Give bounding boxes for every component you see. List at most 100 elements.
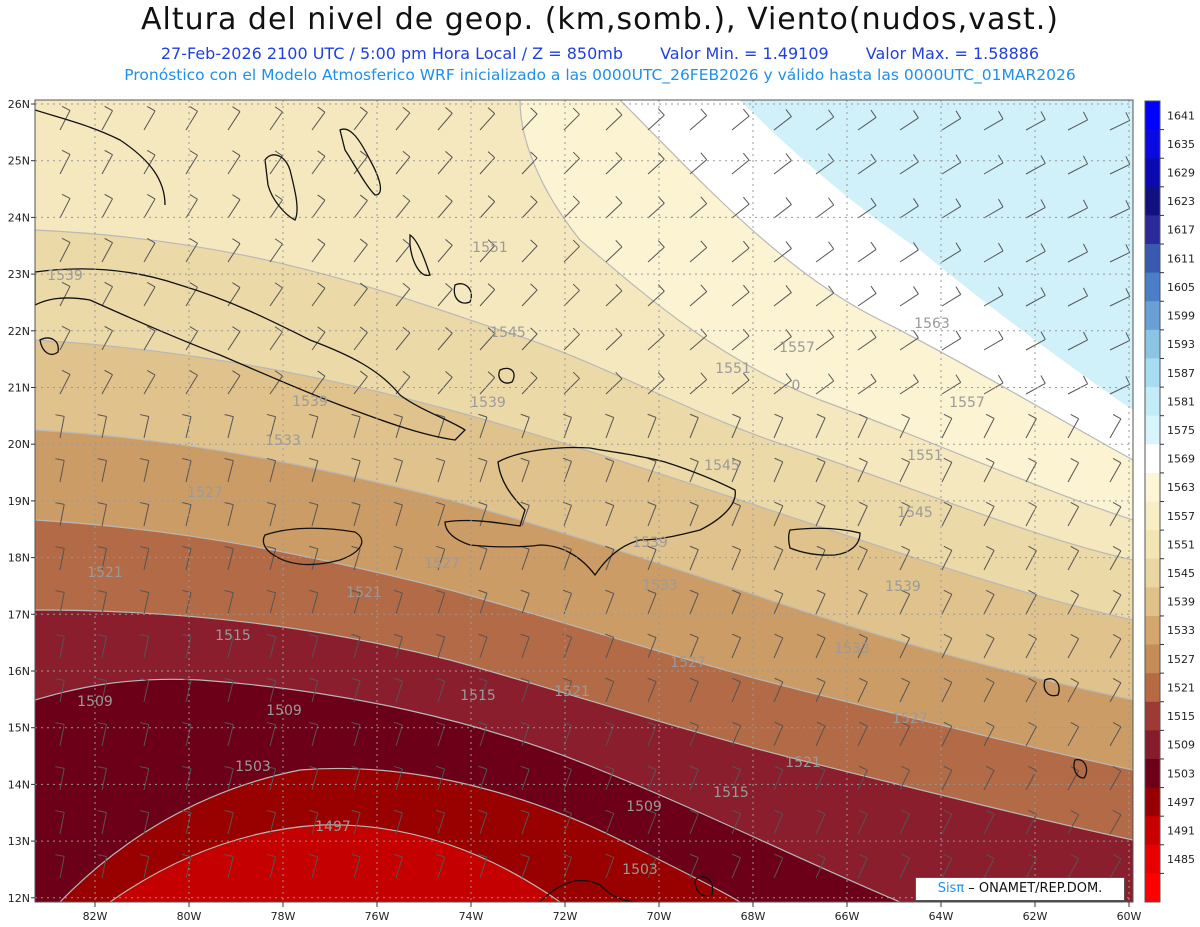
wind-barb	[857, 293, 877, 307]
wind-barb	[941, 338, 961, 351]
wind-barb	[437, 112, 453, 131]
wind-barb	[647, 769, 657, 791]
wind-barb	[269, 768, 277, 791]
wind-barb-flag	[55, 458, 65, 461]
wind-barb-flag	[232, 326, 241, 332]
wind-barb-flag	[700, 372, 708, 380]
bahamas-long	[409, 233, 431, 276]
wind-barb-flag	[478, 501, 488, 506]
wind-barb	[689, 417, 699, 439]
wind-barb	[269, 504, 277, 527]
colorbar-swatch	[1145, 730, 1160, 760]
wind-barb	[689, 681, 699, 703]
wind-barb-flag	[182, 854, 192, 858]
wind-barb	[143, 636, 150, 659]
wind-barb-flag	[359, 150, 368, 157]
wind-barb	[815, 380, 835, 395]
wind-barb	[983, 506, 995, 527]
wind-barb	[773, 461, 784, 483]
wind-barb	[773, 248, 792, 263]
wind-barb	[227, 548, 234, 571]
wind-barb	[1109, 383, 1131, 395]
wind-barb-flag	[816, 633, 826, 639]
wind-barb-flag	[943, 677, 953, 683]
wind-barb-flag	[55, 766, 65, 769]
wind-barb-flag	[309, 677, 319, 682]
wind-barb-flag	[562, 501, 572, 506]
wind-barb	[689, 159, 708, 175]
wind-barb-flag	[943, 633, 953, 639]
wind-barb	[395, 200, 411, 219]
wind-barb	[983, 594, 995, 615]
longitude-axis: 82W 80W 78W 76W 74W 72W 70W 68W 66W 64W 62W 60W	[83, 902, 1142, 923]
wind-barb-flag	[943, 501, 953, 507]
wind-barb-flag	[224, 501, 234, 506]
wind-barb	[731, 593, 742, 615]
colorbar-swatch	[1145, 272, 1160, 302]
wind-barb	[647, 725, 657, 747]
wind-barb-flag	[393, 457, 403, 462]
wind-barb	[185, 374, 198, 395]
contour-label: 1503	[235, 759, 271, 775]
wind-barb-flag	[435, 809, 445, 814]
wind-barb	[1109, 462, 1122, 483]
wind-barb-flag	[189, 238, 198, 244]
wind-barb-flag	[104, 193, 113, 200]
colorbar-swatch	[1145, 501, 1160, 531]
wind-barb-flag	[478, 809, 488, 814]
wind-barb	[311, 375, 326, 395]
wind-barb	[479, 377, 496, 395]
wind-barb-flag	[572, 151, 580, 159]
wind-barb	[857, 117, 877, 131]
wind-barb	[59, 812, 65, 835]
colorbar-swatch	[1145, 844, 1160, 874]
wind-barb-flag	[530, 151, 538, 159]
wind-barb-flag	[232, 150, 241, 156]
wind-barb-flag	[1112, 721, 1122, 728]
lesser-antilles-martinique	[1073, 758, 1088, 779]
wind-barb	[689, 857, 699, 879]
wind-barb-flag	[478, 633, 488, 638]
wind-barb	[899, 725, 911, 747]
wind-barb	[395, 592, 403, 615]
wind-barb	[563, 114, 580, 131]
wind-barb-flag	[816, 413, 826, 419]
wind-barb	[521, 245, 538, 263]
wind-barb	[437, 244, 453, 263]
wind-barb-flag	[955, 242, 962, 251]
wind-barb	[353, 856, 361, 879]
wind-barb	[857, 593, 868, 615]
wind-barb-flag	[520, 677, 530, 682]
wind-barb-flag	[97, 766, 107, 769]
wind-barb	[353, 376, 368, 395]
wind-barb	[1109, 339, 1131, 351]
wind-barb-flag	[393, 677, 403, 682]
wind-barb	[563, 290, 580, 307]
colorbar-label: 1623	[1167, 195, 1195, 208]
wind-barb-flag	[1112, 413, 1122, 420]
wind-barb-flag	[816, 765, 826, 771]
wind-barb	[311, 199, 326, 219]
wind-barb	[353, 244, 368, 263]
wind-barb-flag	[901, 545, 910, 551]
wind-barb	[353, 156, 368, 175]
wind-barb-flag	[985, 501, 995, 507]
wind-barb	[647, 505, 657, 527]
wind-barb	[815, 813, 826, 835]
wind-barb	[563, 378, 580, 395]
wind-barb	[269, 680, 277, 703]
wind-barb	[1109, 119, 1131, 131]
wind-barb	[227, 375, 241, 395]
wind-barb-flag	[487, 371, 496, 379]
wind-barb-flag	[943, 721, 953, 727]
wind-barb	[1067, 207, 1088, 219]
wind-barb	[731, 813, 742, 835]
wind-barb-flag	[104, 105, 113, 112]
wind-barb	[857, 249, 877, 263]
wind-barb	[395, 156, 411, 175]
wind-barb-flag	[359, 370, 368, 377]
band-1563	[520, 100, 1133, 520]
wind-barb	[1067, 506, 1080, 527]
wind-barb-flag	[901, 413, 910, 419]
